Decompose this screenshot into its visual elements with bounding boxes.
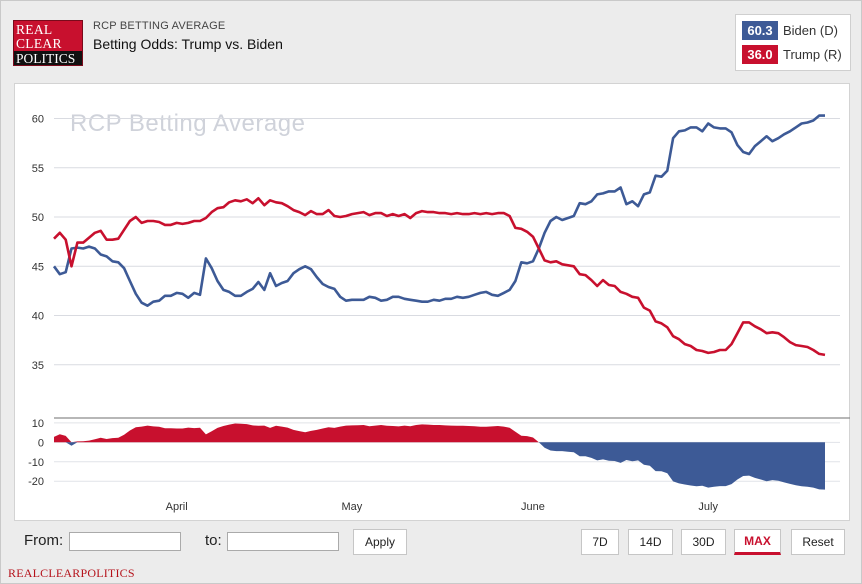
x-tick-label: May (341, 501, 362, 513)
to-label: to: (205, 532, 222, 549)
logo-line-2: CLEAR (16, 36, 62, 51)
spread-y-tick-label: 10 (32, 418, 44, 430)
logo-line-3: POLITICS (16, 51, 76, 66)
legend: 60.3 Biden (D) 36.0 Trump (R) (735, 14, 851, 71)
x-tick-label: June (521, 501, 545, 513)
reset-button[interactable]: Reset (791, 529, 845, 555)
x-tick-label: July (698, 501, 718, 513)
y-tick-label: 55 (32, 163, 44, 175)
range-max-button[interactable]: MAX (734, 529, 781, 555)
legend-label-biden: Biden (D) (783, 23, 838, 38)
range-14d-button[interactable]: 14D (628, 529, 673, 555)
spread-y-tick-label: -10 (28, 457, 44, 469)
spread-area-trump (54, 423, 825, 443)
biden-line (52, 114, 825, 307)
legend-item-trump[interactable]: 36.0 Trump (R) (742, 45, 842, 64)
y-tick-label: 40 (32, 311, 44, 323)
range-30d-button[interactable]: 30D (681, 529, 726, 555)
footer-brand: REALCLEARPOLITICS (8, 566, 135, 580)
apply-button[interactable]: Apply (353, 529, 407, 555)
legend-value-trump: 36.0 (742, 45, 778, 64)
x-tick-label: April (166, 501, 188, 513)
spread-y-tick-label: 0 (38, 437, 44, 449)
to-date-input[interactable] (227, 532, 339, 551)
logo-line-1: REAL (16, 22, 53, 37)
spread-area-biden (54, 442, 825, 490)
spread-y-tick-label: -20 (28, 476, 44, 488)
legend-value-biden: 60.3 (742, 21, 778, 40)
legend-item-biden[interactable]: 60.3 Biden (D) (742, 21, 838, 40)
rcp-logo: REAL CLEAR POLITICS (13, 20, 83, 66)
chart-watermark: RCP Betting Average (70, 110, 306, 137)
chart-svg: 35 40 45 50 55 60 10 0 -10 -20 April May June July (28, 114, 850, 513)
y-tick-label: 50 (32, 212, 44, 224)
y-tick-label: 35 (32, 360, 44, 372)
chart-title: Betting Odds: Trump vs. Biden (93, 36, 283, 52)
from-date-input[interactable] (69, 532, 181, 551)
trump-line (53, 197, 826, 357)
date-range-controls: From: to: Apply 7D 14D 30D MAX Reset (14, 523, 850, 559)
plot-area[interactable]: RCP Betting Average 35 40 45 50 55 60 10 0 -10 -2… (14, 83, 850, 521)
range-7d-button[interactable]: 7D (581, 529, 619, 555)
y-tick-label: 45 (32, 261, 44, 273)
y-tick-label: 60 (32, 114, 44, 126)
chart-kicker: RCP BETTING AVERAGE (93, 20, 226, 32)
legend-label-trump: Trump (R) (783, 47, 842, 62)
from-label: From: (24, 532, 64, 549)
logo-band (14, 51, 82, 65)
